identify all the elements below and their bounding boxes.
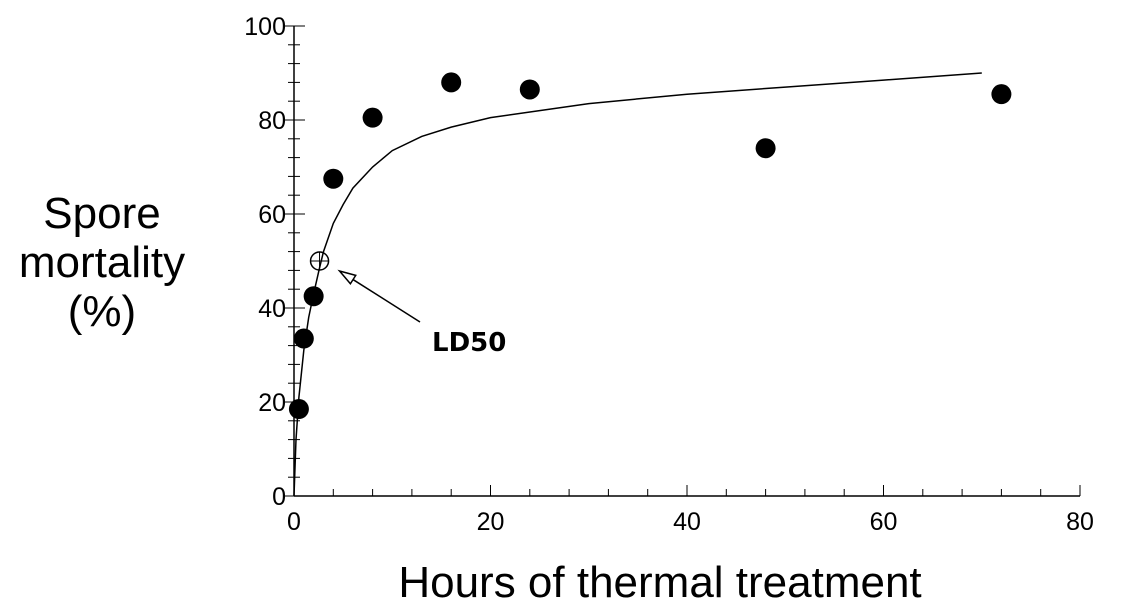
y-tick-label: 80 xyxy=(258,107,286,135)
data-point xyxy=(288,399,309,420)
y-tick-label: 100 xyxy=(244,13,286,41)
x-tick-label: 20 xyxy=(477,508,505,536)
y-axis-title: Spore mortality (%) xyxy=(19,189,185,336)
data-points xyxy=(288,72,1012,420)
y-tick-label: 40 xyxy=(258,295,286,323)
data-point xyxy=(362,107,383,128)
data-point xyxy=(323,168,344,189)
ld50-arrow-head xyxy=(337,269,357,286)
y-tick-label: 20 xyxy=(258,389,286,417)
y-tick-label: 0 xyxy=(272,483,286,511)
data-point xyxy=(441,72,462,93)
x-tick-label: 0 xyxy=(287,508,301,536)
fit-curve-group xyxy=(293,72,982,497)
data-point xyxy=(755,138,776,159)
x-tick-label: 60 xyxy=(870,508,898,536)
ticks: 0 20 40 60 80 100 0 20 40 60 80 xyxy=(244,13,1094,536)
y-axis-title-line-1: Spore xyxy=(43,189,160,238)
x-axis-title: Hours of thermal treatment xyxy=(398,558,921,607)
data-point xyxy=(303,286,324,307)
data-point xyxy=(991,84,1012,105)
x-tick-label: 80 xyxy=(1066,508,1094,536)
data-point xyxy=(293,328,314,349)
axes xyxy=(293,26,1080,497)
y-axis-title-line-2: mortality xyxy=(19,238,185,287)
annotation-group: LD50 xyxy=(309,251,506,358)
y-tick-label: 60 xyxy=(258,201,286,229)
ld50-arrow xyxy=(352,278,421,323)
data-point xyxy=(519,79,540,100)
fit-curve xyxy=(293,72,982,497)
y-axis-title-line-3: (%) xyxy=(68,287,136,336)
ld50-label: LD50 xyxy=(432,328,506,358)
x-tick-label: 40 xyxy=(673,508,701,536)
